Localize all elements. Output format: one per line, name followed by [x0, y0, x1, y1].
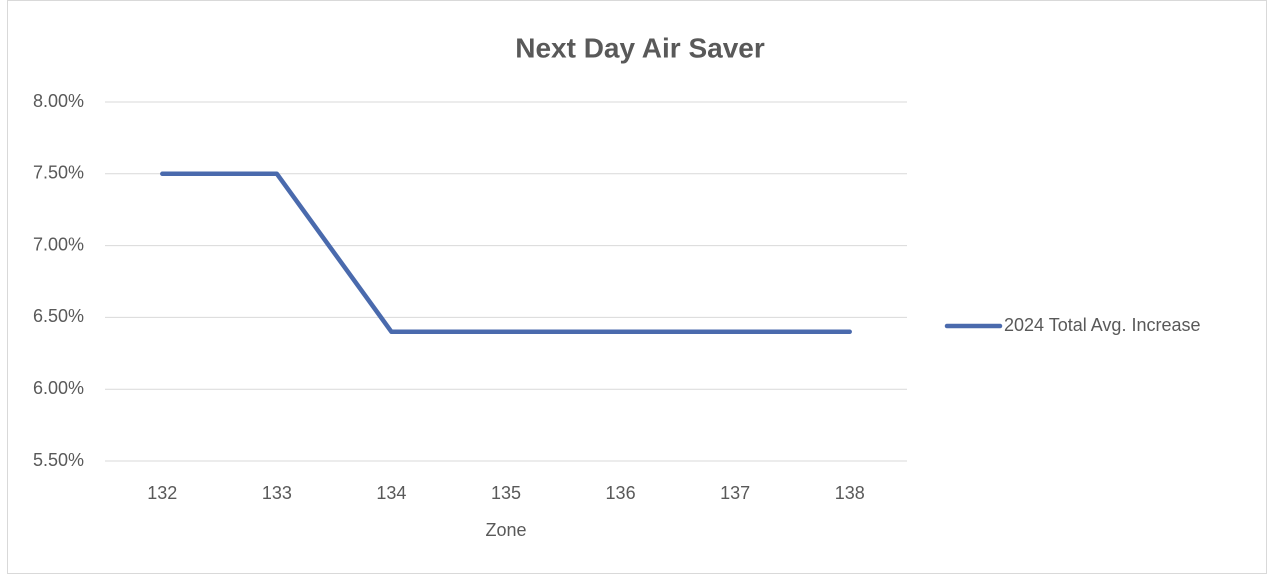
- x-tick-label: 132: [147, 483, 177, 503]
- y-tick-label: 6.00%: [33, 378, 84, 398]
- legend-label: 2024 Total Avg. Increase: [1004, 315, 1200, 335]
- x-tick-label: 136: [606, 483, 636, 503]
- x-tick-label: 138: [835, 483, 865, 503]
- data-line: [160, 171, 852, 335]
- y-tick-label: 5.50%: [33, 450, 84, 470]
- y-tick-label: 7.50%: [33, 163, 84, 183]
- x-axis-label: Zone: [485, 520, 526, 540]
- x-tick-label: 135: [491, 483, 521, 503]
- x-tick-label: 133: [262, 483, 292, 503]
- x-tick-label: 137: [720, 483, 750, 503]
- chart-border: [7, 0, 1267, 574]
- y-tick-label: 8.00%: [33, 91, 84, 111]
- chart-title: Next Day Air Saver: [515, 32, 765, 63]
- y-tick-label: 7.00%: [33, 234, 84, 254]
- x-tick-label: 134: [376, 483, 406, 503]
- y-tick-label: 6.50%: [33, 306, 84, 326]
